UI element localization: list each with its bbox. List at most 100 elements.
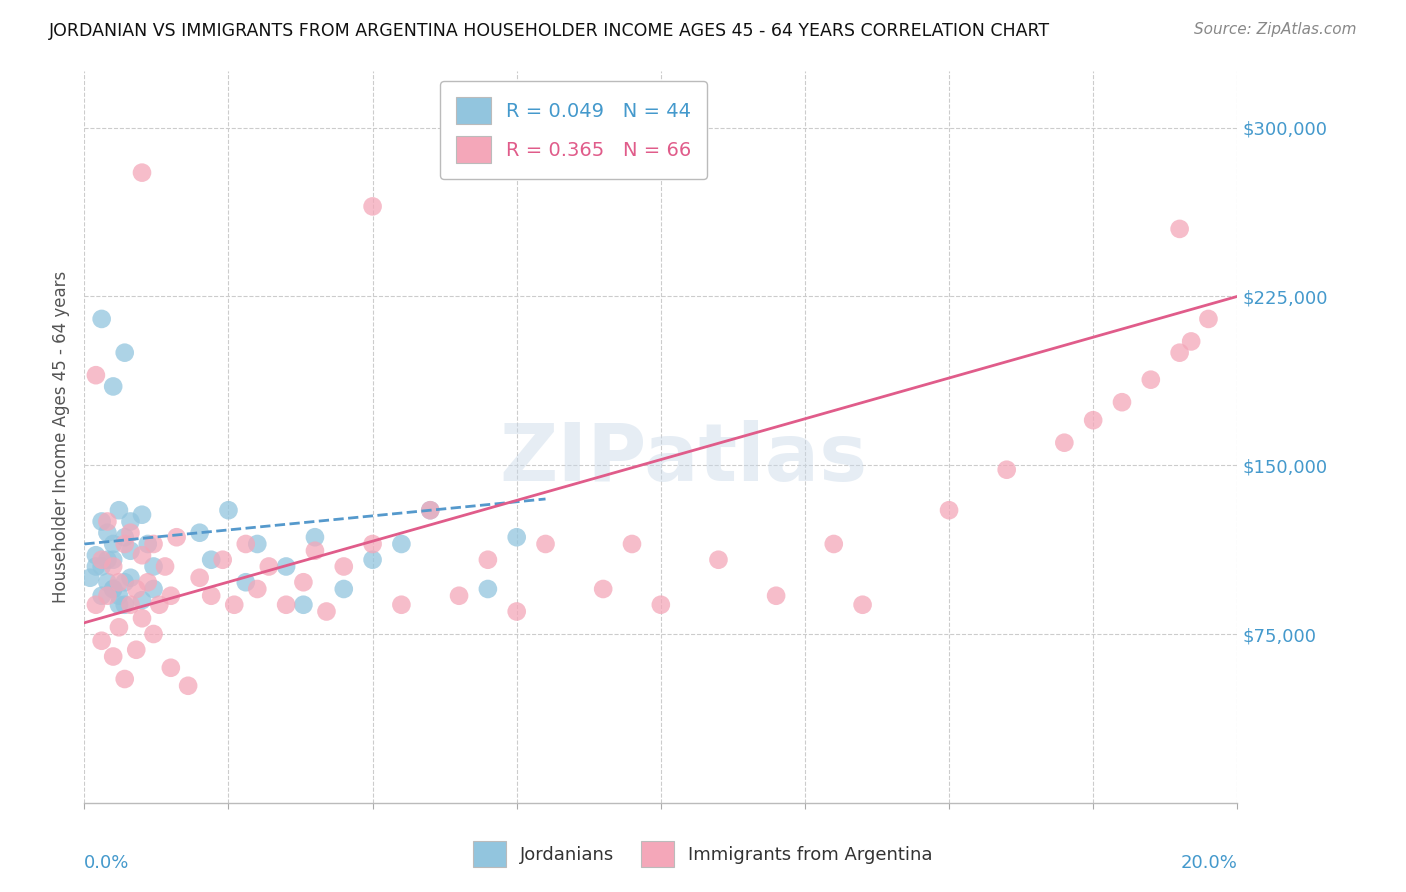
- Point: [120, 515, 142, 529]
- Point: [211, 553, 233, 567]
- Text: Source: ZipAtlas.com: Source: ZipAtlas.com: [1194, 22, 1357, 37]
- Point: [333, 582, 356, 596]
- Point: [131, 166, 153, 180]
- Point: [142, 559, 165, 574]
- Legend: Jordanians, Immigrants from Argentina: Jordanians, Immigrants from Argentina: [465, 834, 941, 874]
- Point: [90, 515, 112, 529]
- Point: [1053, 435, 1076, 450]
- Point: [938, 503, 960, 517]
- Point: [125, 642, 148, 657]
- Point: [125, 582, 148, 596]
- Point: [103, 553, 124, 567]
- Point: [142, 537, 165, 551]
- Point: [246, 537, 269, 551]
- Point: [304, 530, 326, 544]
- Point: [120, 525, 142, 540]
- Point: [276, 598, 298, 612]
- Point: [419, 503, 441, 517]
- Point: [153, 559, 176, 574]
- Point: [1111, 395, 1133, 409]
- Point: [103, 582, 124, 596]
- Point: [361, 553, 384, 567]
- Point: [1168, 345, 1191, 359]
- Point: [218, 503, 240, 517]
- Point: [1083, 413, 1105, 427]
- Point: [707, 553, 730, 567]
- Point: [235, 537, 257, 551]
- Point: [103, 649, 124, 664]
- Point: [1198, 312, 1220, 326]
- Point: [276, 559, 298, 574]
- Point: [131, 593, 153, 607]
- Point: [477, 582, 499, 596]
- Point: [136, 537, 159, 551]
- Point: [96, 575, 118, 590]
- Point: [114, 345, 136, 359]
- Point: [114, 575, 136, 590]
- Point: [391, 598, 413, 612]
- Point: [90, 553, 112, 567]
- Point: [108, 598, 131, 612]
- Point: [177, 679, 200, 693]
- Point: [564, 161, 586, 175]
- Point: [90, 589, 112, 603]
- Point: [96, 553, 118, 567]
- Point: [131, 611, 153, 625]
- Point: [361, 537, 384, 551]
- Point: [96, 525, 118, 540]
- Text: 20.0%: 20.0%: [1181, 854, 1237, 872]
- Point: [90, 312, 112, 326]
- Point: [142, 582, 165, 596]
- Point: [246, 582, 269, 596]
- Point: [449, 589, 471, 603]
- Point: [131, 508, 153, 522]
- Point: [506, 530, 529, 544]
- Point: [114, 672, 136, 686]
- Point: [224, 598, 246, 612]
- Point: [166, 530, 188, 544]
- Point: [136, 575, 159, 590]
- Point: [1140, 373, 1163, 387]
- Point: [84, 598, 107, 612]
- Point: [79, 571, 101, 585]
- Point: [592, 582, 614, 596]
- Point: [148, 598, 170, 612]
- Point: [108, 503, 131, 517]
- Point: [108, 589, 131, 603]
- Point: [315, 605, 337, 619]
- Point: [200, 589, 222, 603]
- Point: [823, 537, 845, 551]
- Point: [120, 571, 142, 585]
- Point: [1180, 334, 1202, 349]
- Point: [235, 575, 257, 590]
- Point: [90, 633, 112, 648]
- Point: [114, 537, 136, 551]
- Point: [131, 548, 153, 562]
- Point: [333, 559, 356, 574]
- Point: [96, 515, 118, 529]
- Point: [621, 537, 644, 551]
- Point: [160, 589, 183, 603]
- Point: [257, 559, 280, 574]
- Point: [292, 598, 315, 612]
- Text: JORDANIAN VS IMMIGRANTS FROM ARGENTINA HOUSEHOLDER INCOME AGES 45 - 64 YEARS COR: JORDANIAN VS IMMIGRANTS FROM ARGENTINA H…: [49, 22, 1050, 40]
- Point: [84, 548, 107, 562]
- Point: [995, 463, 1018, 477]
- Point: [650, 598, 672, 612]
- Point: [506, 605, 529, 619]
- Point: [852, 598, 875, 612]
- Legend: R = 0.049   N = 44, R = 0.365   N = 66: R = 0.049 N = 44, R = 0.365 N = 66: [440, 81, 707, 179]
- Point: [103, 582, 124, 596]
- Point: [188, 571, 211, 585]
- Point: [84, 368, 107, 383]
- Point: [534, 537, 557, 551]
- Point: [114, 598, 136, 612]
- Point: [103, 559, 124, 574]
- Y-axis label: Householder Income Ages 45 - 64 years: Householder Income Ages 45 - 64 years: [52, 271, 70, 603]
- Point: [108, 575, 131, 590]
- Point: [120, 598, 142, 612]
- Point: [142, 627, 165, 641]
- Point: [200, 553, 222, 567]
- Point: [1168, 222, 1191, 236]
- Point: [160, 661, 183, 675]
